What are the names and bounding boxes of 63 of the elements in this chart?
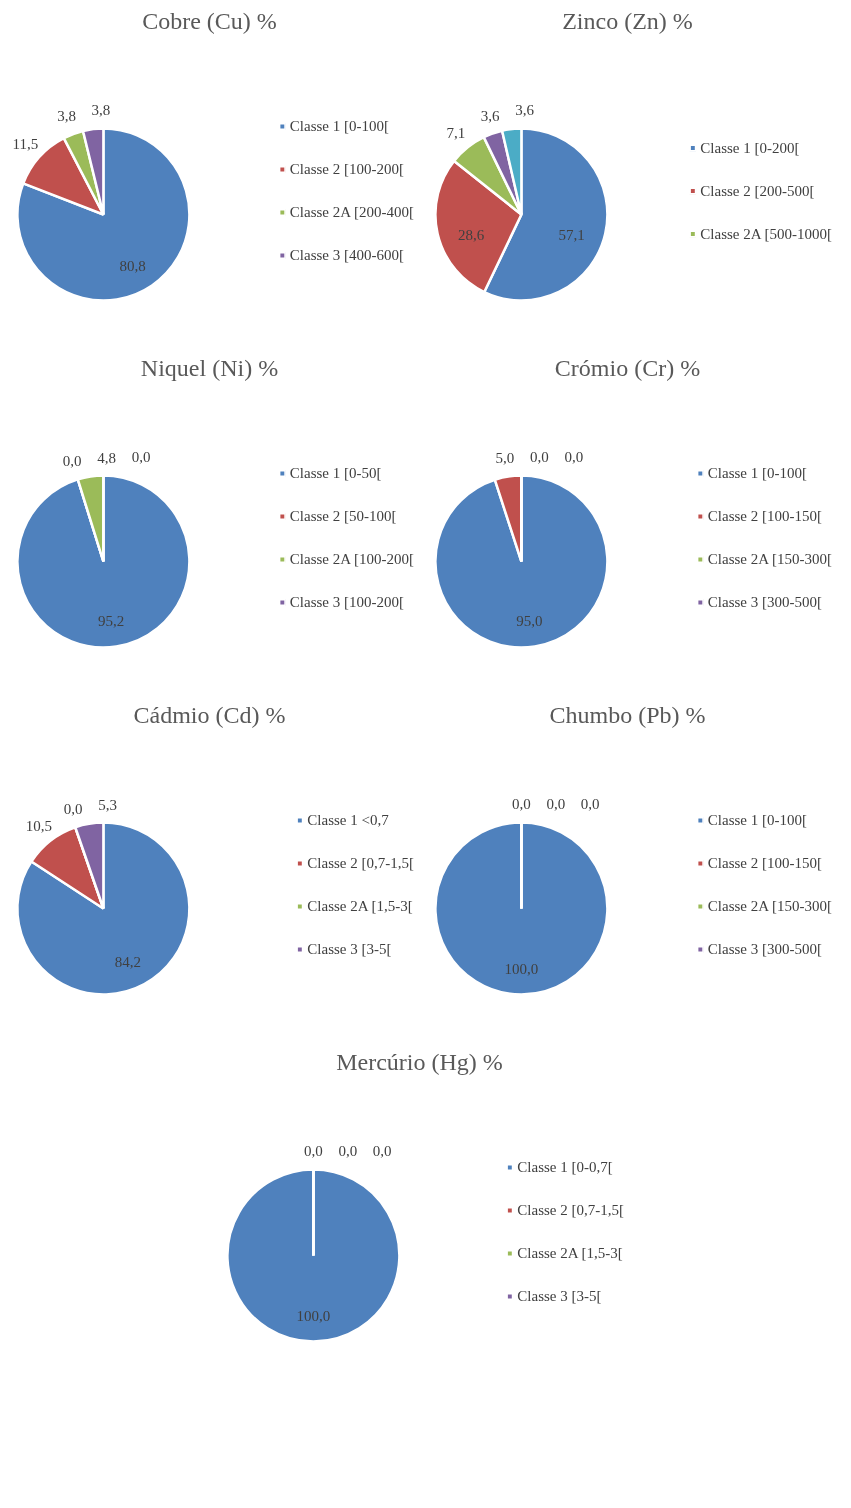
text: 0,0 bbox=[131, 448, 151, 465]
legend-label: Classe 3 [300-500[ bbox=[707, 940, 822, 958]
legend-label: Classe 3 [400-600[ bbox=[289, 246, 404, 264]
data-label: 95,2 bbox=[98, 613, 125, 630]
text: 0,0 bbox=[564, 448, 584, 465]
data-label: 4,8 bbox=[97, 449, 117, 466]
legend-label: Classe 2 [100-200[ bbox=[289, 160, 404, 178]
data-label: 100,0 bbox=[504, 960, 539, 977]
data-label: 95,0 bbox=[516, 613, 543, 630]
legend-label: Classe 1 [0-100[ bbox=[707, 811, 807, 829]
legend-label: Classe 2 [100-150[ bbox=[707, 507, 822, 525]
text: 0,0 bbox=[338, 1142, 358, 1159]
legend-label: Classe 2 [0,7-1,5[ bbox=[517, 1201, 624, 1219]
legend-label: Classe 2 [200-500[ bbox=[700, 182, 815, 199]
legend-label: Classe 2A [200-400[ bbox=[289, 203, 414, 221]
legend-label: Classe 2A [500-1000[ bbox=[700, 225, 832, 242]
data-label: 100,0 bbox=[296, 1307, 331, 1324]
data-label: 28,6 bbox=[457, 226, 485, 243]
data-label: 7,1 bbox=[446, 124, 466, 141]
chart-title: Cobre (Cu) % bbox=[142, 7, 277, 34]
data-label: 57,1 bbox=[558, 226, 585, 243]
legend-label: Classe 3 [3-5[ bbox=[517, 1287, 602, 1305]
chart-title: Niquel (Ni) % bbox=[140, 354, 279, 381]
legend-label: Classe 2 [50-100[ bbox=[289, 507, 397, 525]
legend-label: Classe 1 [0-200[ bbox=[700, 139, 800, 156]
legend-label: Classe 1 [0-100[ bbox=[289, 117, 389, 135]
data-label: 3,8 bbox=[57, 108, 76, 125]
data-label: 5,3 bbox=[98, 797, 118, 814]
legend-label: Classe 2A [1,5-3[ bbox=[517, 1244, 623, 1262]
text: 0,0 bbox=[63, 801, 83, 818]
legend-label: Classe 2 [0,7-1,5[ bbox=[307, 854, 414, 872]
legend-label: Classe 1 [0-50[ bbox=[289, 464, 382, 482]
data-label: 5,0 bbox=[495, 449, 515, 466]
data-label: 3,6 bbox=[515, 102, 535, 119]
chart-title: Cádmio (Cd) % bbox=[133, 701, 286, 728]
data-label: 3,6 bbox=[480, 107, 501, 124]
chart-title: Zinco (Zn) % bbox=[562, 7, 693, 34]
text: 0,0 bbox=[546, 795, 566, 812]
legend-label: Classe 3 [300-500[ bbox=[707, 593, 822, 611]
data-label: 3,8 bbox=[91, 102, 111, 119]
text: 0,0 bbox=[580, 795, 600, 812]
chart-title: Chumbo (Pb) % bbox=[549, 701, 706, 728]
data-label: 11,5 bbox=[12, 136, 39, 153]
text: 0,0 bbox=[62, 453, 82, 470]
legend-label: Classe 2A [150-300[ bbox=[707, 897, 832, 915]
legend-label: Classe 2A [100-200[ bbox=[289, 550, 414, 568]
chart-title: Crómio (Cr) % bbox=[554, 354, 701, 381]
text: 0,0 bbox=[530, 448, 549, 465]
legend-label: Classe 1 [0-100[ bbox=[707, 464, 807, 482]
legend-label: Classe 2A [150-300[ bbox=[707, 550, 832, 568]
text: 0,0 bbox=[512, 795, 531, 812]
data-label: 80,8 bbox=[119, 257, 146, 274]
legend-label: Classe 1 <0,7 bbox=[307, 811, 389, 829]
chart-title: Mercúrio (Hg) % bbox=[336, 1048, 503, 1075]
legend-label: Classe 2A [1,5-3[ bbox=[307, 897, 413, 915]
text: 0,0 bbox=[372, 1142, 392, 1159]
text: 0,0 bbox=[304, 1142, 323, 1159]
data-label: 84,2 bbox=[114, 954, 142, 971]
legend-label: Classe 3 [3-5[ bbox=[307, 940, 392, 958]
data-label: 10,5 bbox=[25, 817, 52, 834]
legend-label: Classe 2 [100-150[ bbox=[707, 854, 822, 872]
legend-label: Classe 1 [0-0,7[ bbox=[517, 1158, 613, 1176]
legend-label: Classe 3 [100-200[ bbox=[289, 593, 404, 611]
